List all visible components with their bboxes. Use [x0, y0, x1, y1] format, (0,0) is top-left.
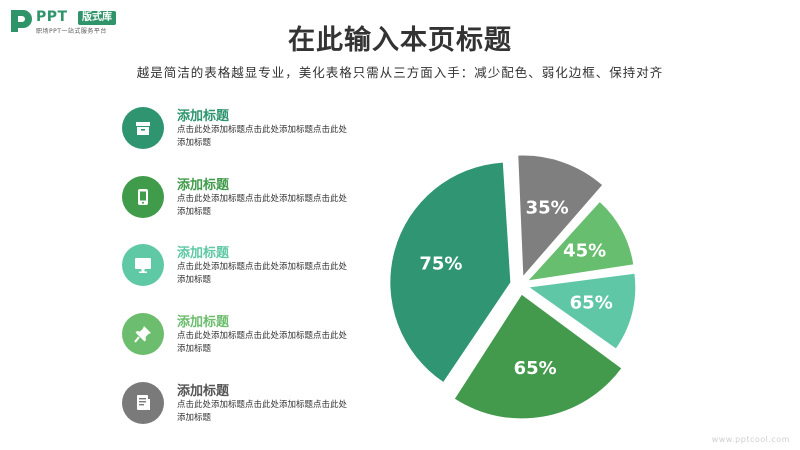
pie-chart: 35% 45% 65% 65% 75% [390, 155, 636, 419]
list-item: 添加标题 点击此处添加标题点击此处添加标题点击此处添加标题 [122, 382, 362, 438]
pie-slice-label: 65% [514, 358, 557, 379]
pie-slice [528, 202, 634, 281]
monitor-icon [122, 244, 164, 286]
logo-name: PPT [36, 9, 68, 25]
item-description: 点击此处添加标题点击此处添加标题点击此处添加标题 [177, 331, 348, 354]
pie-slice-label: 35% [526, 198, 569, 219]
item-title: 添加标题 [177, 384, 230, 399]
pie-slice [454, 294, 622, 419]
pie-slice [390, 162, 511, 382]
list-item: 添加标题 点击此处添加标题点击此处添加标题点击此处添加标题 [122, 244, 362, 300]
pie-slice-label: 75% [419, 254, 462, 275]
list-item: 添加标题 点击此处添加标题点击此处添加标题点击此处添加标题 [122, 176, 362, 232]
item-description: 点击此处添加标题点击此处添加标题点击此处添加标题 [177, 400, 348, 423]
archive-box-icon [122, 107, 164, 149]
item-title: 添加标题 [177, 246, 230, 261]
item-description: 点击此处添加标题点击此处添加标题点击此处添加标题 [177, 194, 348, 217]
pie-slice [518, 155, 603, 276]
list-item: 添加标题 点击此处添加标题点击此处添加标题点击此处添加标题 [122, 313, 362, 369]
pushpin-icon [122, 313, 164, 355]
logo-badge: 版式库 [78, 11, 116, 25]
pie-slice [529, 273, 636, 349]
brand-logo: PPT 版式库 职场PPT一站式服务平台 [8, 6, 158, 36]
pie-slice-label: 45% [563, 240, 606, 261]
phone-icon [122, 176, 164, 218]
pie-slice-label: 65% [570, 293, 613, 314]
list-item: 添加标题 点击此处添加标题点击此处添加标题点击此处添加标题 [122, 107, 362, 163]
page-title: 在此输入本页标题 [288, 25, 512, 56]
item-title: 添加标题 [177, 178, 230, 193]
item-description: 点击此处添加标题点击此处添加标题点击此处添加标题 [177, 125, 348, 148]
item-title: 添加标题 [177, 315, 230, 330]
watermark: www.pptcool.com [711, 435, 790, 444]
logo-tagline: 职场PPT一站式服务平台 [36, 28, 107, 35]
item-description: 点击此处添加标题点击此处添加标题点击此处添加标题 [177, 262, 348, 285]
item-title: 添加标题 [177, 109, 230, 124]
document-icon [122, 382, 164, 424]
logo-mark-icon [11, 10, 32, 32]
page-subtitle: 越是简洁的表格越显专业，美化表格只需从三方面入手：减少配色、弱化边框、保持对齐 [136, 65, 664, 80]
